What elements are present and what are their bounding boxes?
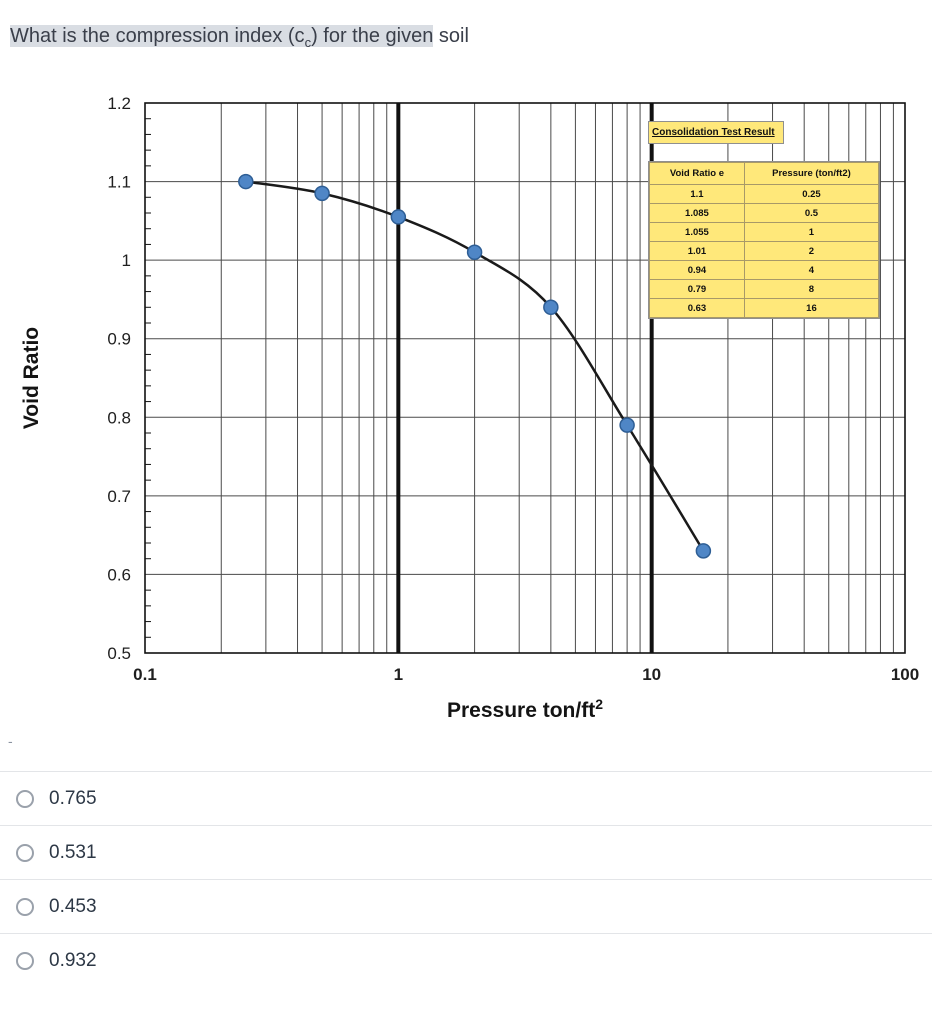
consolidation-result-table: Void Ratio e Pressure (ton/ft2) 1.1 0.25 1.0…: [648, 161, 880, 319]
svg-text:0.1: 0.1: [133, 665, 157, 684]
inset-header-row: Void Ratio e Pressure (ton/ft2): [649, 162, 880, 185]
inset-data-row: 1.1 0.25: [649, 184, 880, 204]
svg-text:1: 1: [394, 665, 403, 684]
question-text-2: ) for the given: [311, 25, 434, 47]
option-label: 0.453: [49, 895, 97, 917]
svg-text:Void Ratio: Void Ratio: [20, 327, 43, 429]
svg-text:10: 10: [642, 665, 661, 684]
answer-option[interactable]: 0.765: [0, 771, 932, 825]
option-label: 0.765: [49, 787, 97, 809]
chart-area: 1.2 1.1 1 0.9 0.8 0.7 0.6 0.5 0.1 1 10 100 Void Rati…: [0, 73, 932, 733]
radio-button[interactable]: [16, 897, 34, 916]
inset-table-title: Consolidation Test Result: [648, 121, 784, 144]
inset-data-row: 0.94 4: [649, 260, 880, 280]
inset-data-row: 0.79 8: [649, 279, 880, 299]
option-label: 0.932: [49, 949, 97, 971]
inset-data-row: 0.63 16: [649, 298, 880, 318]
svg-text:0.9: 0.9: [107, 330, 131, 349]
radio-button[interactable]: [16, 951, 34, 970]
inset-data-row: 1.085 0.5: [649, 203, 880, 223]
svg-text:0.8: 0.8: [107, 408, 131, 427]
svg-text:1: 1: [122, 251, 131, 270]
radio-button[interactable]: [16, 843, 34, 862]
svg-text:0.7: 0.7: [107, 487, 131, 506]
answer-options: 0.765 0.531 0.453 0.932: [0, 771, 932, 987]
question-title: What is the compression index (cc) for t…: [0, 0, 932, 57]
svg-text:Pressure ton/ft2: Pressure ton/ft2: [447, 696, 603, 722]
answer-option[interactable]: 0.531: [0, 825, 932, 879]
svg-text:1.1: 1.1: [107, 173, 131, 192]
question-highlight: What is the compression index (cc) for t…: [10, 25, 434, 50]
svg-text:0.6: 0.6: [107, 565, 131, 584]
radio-button[interactable]: [16, 789, 34, 808]
inset-data-row: 1.01 2: [649, 241, 880, 261]
svg-text:0.5: 0.5: [107, 644, 131, 663]
stray-dash: -: [8, 733, 13, 749]
inset-col-header: Pressure (ton/ft2): [743, 162, 880, 185]
svg-text:100: 100: [891, 665, 919, 684]
inset-col-header: Void Ratio e: [649, 162, 745, 185]
svg-text:1.2: 1.2: [107, 94, 131, 113]
question-text: What is the compression index (c: [10, 25, 305, 47]
answer-option[interactable]: 0.932: [0, 933, 932, 987]
question-tail: soil: [433, 25, 469, 47]
option-label: 0.531: [49, 841, 97, 863]
answer-option[interactable]: 0.453: [0, 879, 932, 933]
inset-data-row: 1.055 1: [649, 222, 880, 242]
question-subscript: c: [304, 35, 312, 50]
